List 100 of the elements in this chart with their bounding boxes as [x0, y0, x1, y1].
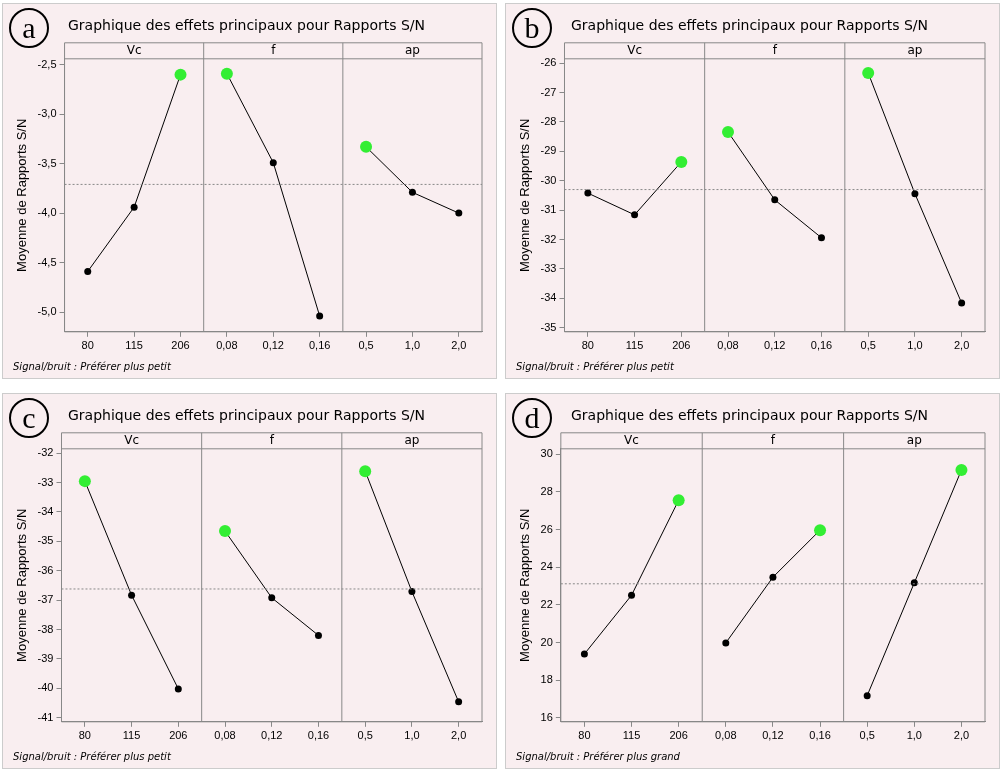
x-tick-label: 0,12: [262, 339, 284, 352]
y-tick-label: -5,0: [37, 305, 57, 318]
x-tick-label: 115: [125, 339, 143, 352]
x-tick-label: 0,08: [216, 339, 238, 352]
point: [722, 639, 730, 647]
y-tick-label: 22: [540, 597, 553, 610]
circled-letter: d: [512, 398, 552, 438]
x-tick-label: 0,16: [809, 729, 831, 742]
x-tick-label: 115: [625, 339, 644, 352]
text: f: [772, 42, 778, 57]
point: [84, 267, 92, 275]
text: ap: [404, 42, 420, 57]
y-tick-label: 16: [540, 710, 553, 723]
y-tick-label: -27: [540, 85, 557, 98]
point: [269, 159, 277, 167]
y-tick-label: -35: [540, 320, 557, 333]
y-tick-label: -32: [540, 232, 557, 245]
point: [631, 211, 639, 219]
y-tick-label: -2,5: [37, 57, 57, 70]
x-tick-label: 0,5: [860, 339, 876, 352]
y-tick-label: -35: [37, 534, 54, 547]
y-tick-label: -36: [37, 563, 54, 576]
point: [455, 698, 463, 706]
point: [628, 591, 636, 599]
chart-title: Graphique des effets principaux pour Rapports S/N: [67, 407, 426, 424]
text: ap: [906, 432, 922, 447]
point: [128, 591, 136, 599]
point: [584, 189, 592, 197]
point: [455, 209, 463, 217]
y-tick-label: -41: [37, 710, 54, 723]
x-tick-label: 0,5: [357, 729, 373, 742]
y-tick-label: -3,5: [37, 156, 57, 169]
y-tick-label: -32: [37, 446, 54, 459]
x-tick-label: 80: [578, 729, 591, 742]
y-tick-label: 18: [540, 673, 553, 686]
y-axis-title: Moyenne de Rapports S/N: [14, 508, 30, 662]
y-tick-label: 28: [540, 484, 553, 497]
x-tick-label: 0,12: [762, 729, 784, 742]
chart-title: Graphique des effets principaux pour Rapports S/N: [570, 407, 929, 424]
point: [268, 594, 276, 602]
x-tick-label: 1,0: [404, 729, 420, 742]
point: [863, 692, 871, 700]
text: Signal/bruit : Préférer plus petit: [13, 360, 172, 372]
x-tick-label: 2,0: [451, 339, 467, 352]
y-tick-label: 20: [540, 635, 553, 648]
point: [130, 203, 138, 211]
y-tick-label: -31: [540, 203, 557, 216]
point: [314, 631, 322, 639]
y-tick-label: -26: [540, 56, 557, 69]
text: Signal/bruit : Préférer plus petit: [516, 360, 675, 372]
circled-letter: a: [9, 8, 49, 48]
x-tick-label: 0,08: [717, 339, 739, 352]
x-tick-label: 0,16: [307, 729, 330, 742]
x-tick-label: 0,08: [715, 729, 737, 742]
x-tick-label: 0,08: [214, 729, 236, 742]
x-tick-label: 206: [171, 339, 190, 352]
y-tick-label: -39: [37, 651, 54, 664]
y-tick-label: -4,0: [37, 206, 57, 219]
text: ap: [404, 432, 420, 447]
x-tick-label: 0,5: [358, 339, 374, 352]
y-tick-label: -30: [540, 173, 557, 186]
text: Vc: [124, 432, 139, 447]
x-tick-label: 1,0: [404, 339, 421, 352]
point: [174, 685, 182, 693]
x-tick-label: 0,16: [810, 339, 833, 352]
text: Vc: [126, 42, 142, 57]
x-tick-label: 80: [581, 339, 594, 352]
x-tick-label: 1,0: [906, 729, 922, 742]
text: Vc: [627, 42, 642, 57]
x-tick-label: 2,0: [953, 729, 970, 742]
point: [771, 196, 779, 204]
x-tick-label: 80: [81, 339, 94, 352]
y-tick-label: -28: [540, 115, 557, 128]
x-tick-label: 0,12: [261, 729, 283, 742]
y-tick-label: 26: [540, 522, 553, 535]
y-tick-label: -34: [37, 505, 54, 518]
y-tick-label: -33: [37, 475, 54, 488]
x-tick-label: 115: [122, 729, 141, 742]
y-axis-title: Moyenne de Rapports S/N: [14, 118, 30, 272]
point: [769, 573, 777, 581]
text: f: [269, 432, 275, 447]
text: f: [770, 432, 776, 447]
y-axis-title: Moyenne de Rapports S/N: [517, 508, 533, 662]
x-tick-label: 0,16: [308, 339, 331, 352]
text: Vc: [624, 432, 639, 447]
text: f: [271, 42, 277, 57]
x-tick-label: 2,0: [953, 339, 970, 352]
text: Signal/bruit : Préférer plus petit: [13, 750, 172, 762]
x-tick-label: 0,5: [859, 729, 875, 742]
chart-title: Graphique des effets principaux pour Rapports S/N: [570, 17, 929, 34]
y-tick-label: 24: [540, 560, 553, 573]
point: [316, 312, 324, 320]
point: [817, 234, 825, 242]
y-axis-title: Moyenne de Rapports S/N: [517, 118, 533, 272]
x-tick-label: 80: [78, 729, 91, 742]
point: [910, 579, 918, 587]
point: [408, 188, 416, 196]
chart-title: Graphique des effets principaux pour Rapports S/N: [67, 17, 426, 34]
circled-letter: b: [512, 8, 552, 48]
y-tick-label: -33: [540, 261, 557, 274]
